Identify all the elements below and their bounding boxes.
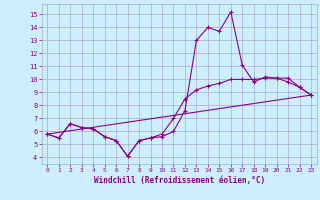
X-axis label: Windchill (Refroidissement éolien,°C): Windchill (Refroidissement éolien,°C) [94, 176, 265, 185]
